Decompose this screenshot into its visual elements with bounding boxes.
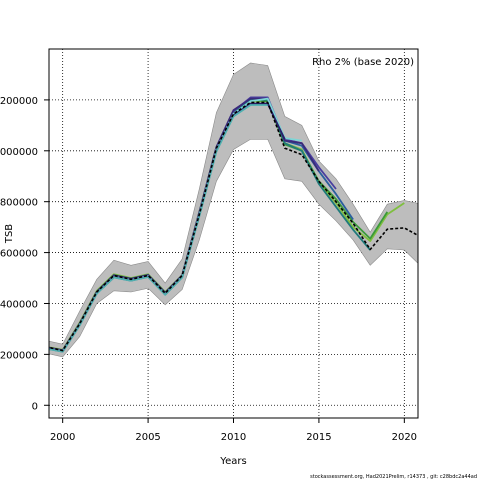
confidence-band xyxy=(49,62,418,358)
footer-text: stockassessment.org, Had2021Prelim, r143… xyxy=(310,474,477,480)
series-lines xyxy=(49,96,418,353)
y-tick-label: 0 xyxy=(32,401,38,412)
series-line-base xyxy=(49,101,418,352)
x-tick-label: 2010 xyxy=(221,432,246,443)
x-tick-label: 2015 xyxy=(306,432,331,443)
legend-text: Rho 2% (base 2020) xyxy=(312,57,414,68)
series-line-peel xyxy=(49,104,268,353)
x-tick-label: 2020 xyxy=(392,432,417,443)
y-axis: 0 200000 400000 600000 800000 1000000 1200000 xyxy=(0,96,49,412)
series-line-peel xyxy=(49,99,371,352)
y-tick-label: 800000 xyxy=(0,198,38,209)
x-tick-label: 2000 xyxy=(50,432,75,443)
y-axis-title: TSB xyxy=(4,224,15,244)
x-tick-label: 2005 xyxy=(135,432,160,443)
y-tick-label: 200000 xyxy=(0,350,38,361)
x-axis: 2000 2005 2010 2015 2020 xyxy=(50,418,417,443)
y-tick-label: 400000 xyxy=(0,299,38,310)
confidence-band-area xyxy=(49,62,418,358)
y-tick-label: 1000000 xyxy=(0,147,38,158)
y-tick-label: 1200000 xyxy=(0,96,38,107)
y-tick-label: 600000 xyxy=(0,249,38,260)
x-axis-title: Years xyxy=(219,456,246,467)
